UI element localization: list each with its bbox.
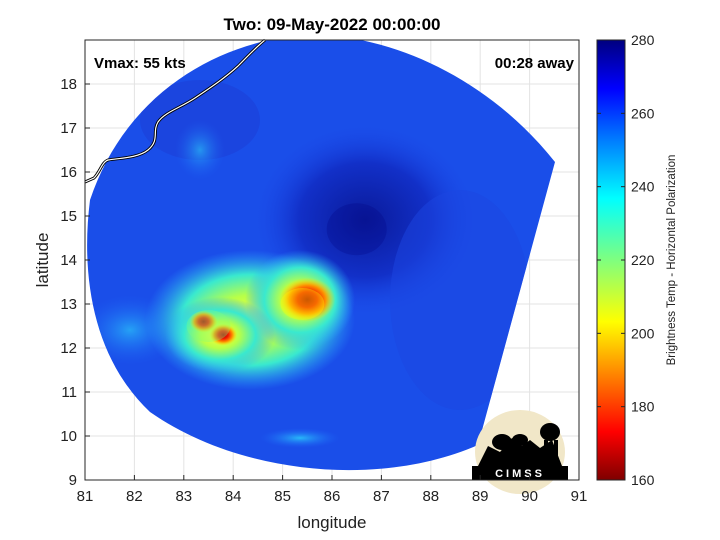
colorbar-tick-label: 240 (631, 179, 655, 195)
colorbar-tick-label: 200 (631, 325, 655, 341)
rainband-rainband-west (186, 310, 231, 342)
x-tick-label: 85 (274, 488, 291, 505)
cold-cell-core-cell-east (279, 277, 336, 322)
x-tick-label: 88 (422, 488, 439, 505)
cold-cell-cell-west-south (209, 323, 238, 346)
colorbar (596, 39, 626, 481)
y-tick-label: 9 (69, 472, 77, 489)
x-tick-label: 86 (324, 488, 341, 505)
y-tick-label: 17 (60, 120, 77, 137)
y-tick-label: 14 (60, 252, 77, 269)
y-tick-label: 13 (60, 296, 77, 313)
cimss-logo: CIMSS (472, 410, 568, 494)
y-tick-label: 16 (60, 164, 77, 181)
colorbar-tick-label: 160 (631, 472, 655, 488)
vmax-annotation: Vmax: 55 kts (94, 55, 186, 72)
x-axis: 81 82 83 84 85 86 87 88 89 90 91 (77, 475, 588, 505)
x-tick-label: 82 (126, 488, 143, 505)
time-away-annotation: 00:28 away (495, 55, 575, 72)
colorbar-tick-label: 260 (631, 105, 655, 121)
logo-text: CIMSS (495, 468, 545, 480)
x-tick-label: 89 (472, 488, 489, 505)
y-axis-label: latitude (33, 233, 52, 288)
y-tick-label: 11 (61, 384, 77, 401)
x-tick-label: 87 (373, 488, 390, 505)
x-tick-label: 81 (77, 488, 94, 505)
colorbar-tick-label: 280 (631, 32, 655, 48)
y-axis: 9 10 11 12 13 14 15 16 17 18 (60, 76, 90, 489)
y-tick-label: 15 (60, 208, 77, 225)
y-tick-label: 10 (60, 428, 77, 445)
cold-cell-core-cell-west (189, 310, 218, 333)
x-tick-label: 91 (571, 488, 588, 505)
x-tick-label: 83 (175, 488, 192, 505)
x-axis-label: longitude (297, 513, 366, 532)
colorbar-ticks: 160 180 200 220 240 260 280 (597, 32, 655, 488)
x-tick-label: 90 (521, 488, 538, 505)
colorbar-tick-label: 220 (631, 252, 655, 268)
y-tick-label: 18 (60, 76, 77, 93)
colorbar-label: Brightness Temp - Horizontal Polarizatio… (666, 155, 678, 366)
chart-title: Two: 09-May-2022 00:00:00 (223, 15, 440, 34)
brightness-temp-swath (87, 40, 555, 471)
rainband-rainband-east (280, 288, 325, 320)
y-tick-label: 12 (60, 340, 77, 357)
x-tick-label: 84 (225, 488, 242, 505)
colorbar-tick-label: 180 (631, 399, 655, 415)
warm-region-eye-region (326, 203, 387, 256)
